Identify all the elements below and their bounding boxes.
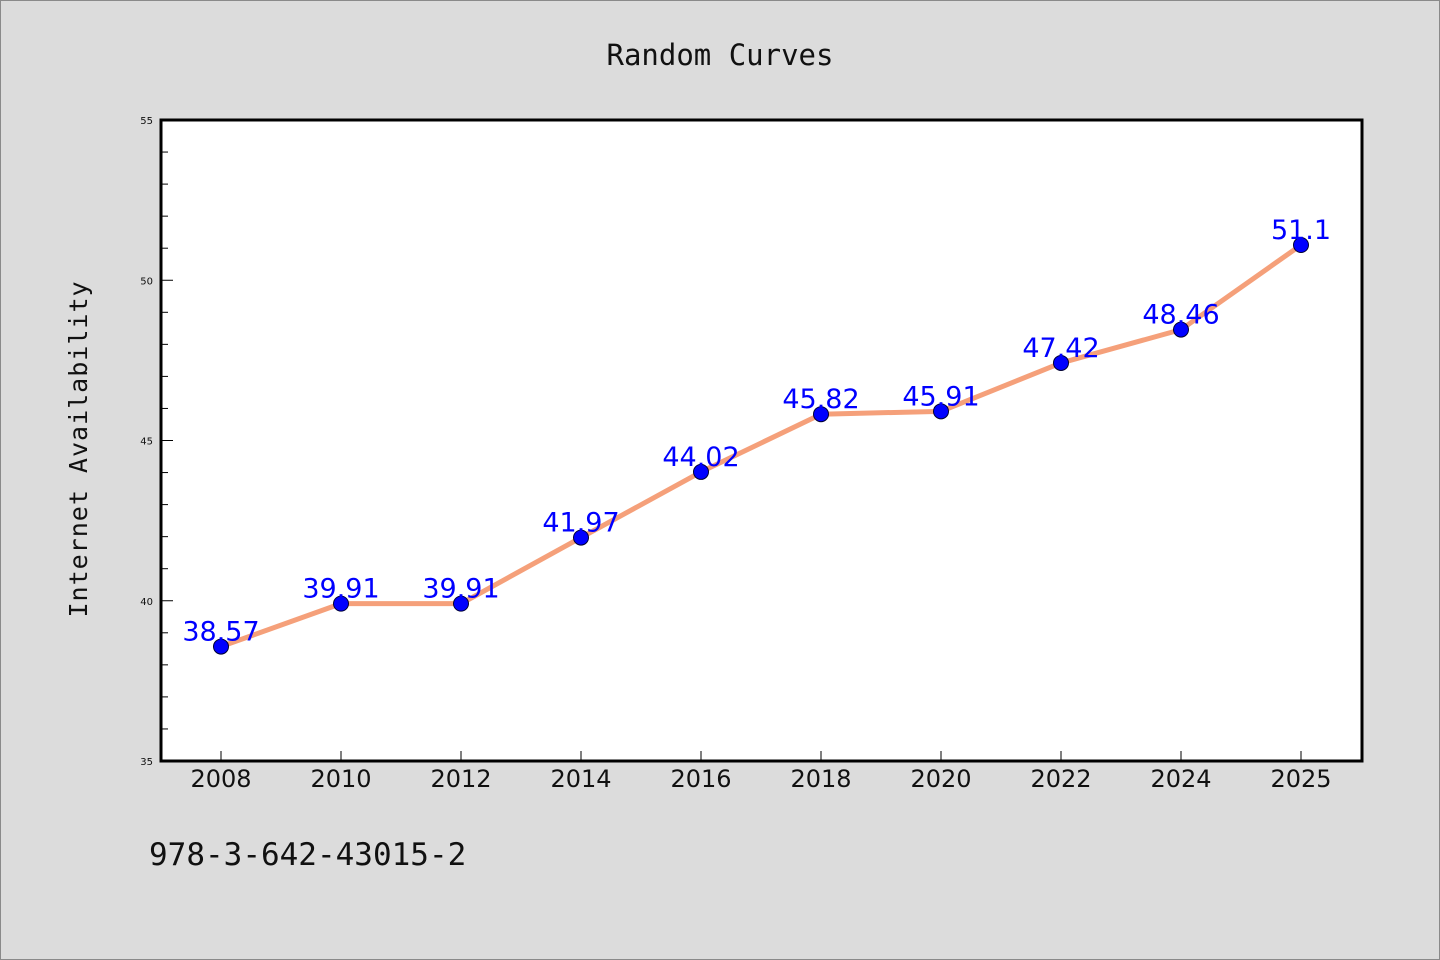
x-tick-label: 2018 (790, 765, 851, 793)
x-tick-label: 2014 (550, 765, 611, 793)
data-label: 38.57 (182, 617, 259, 648)
x-tick-label: 2022 (1030, 765, 1091, 793)
data-label: 45.82 (782, 384, 859, 415)
series-line (218, 242, 1304, 650)
x-tick-label: 2020 (910, 765, 971, 793)
data-markers (213, 236, 1309, 655)
data-point (1053, 354, 1069, 371)
y-tick-label: 55 (140, 116, 153, 127)
footnote-text: 978-3-642-43015-2 (149, 837, 466, 873)
data-point (573, 529, 589, 546)
y-tick-label: 40 (140, 597, 153, 608)
data-label: 47.42 (1022, 333, 1099, 364)
series-lines (218, 242, 1304, 650)
data-labels: 38.57 39.91 39.91 41.97 44.02 45.82 45.91 47.42… (182, 215, 1331, 648)
data-label: 41.97 (542, 508, 619, 539)
data-point (453, 595, 469, 612)
x-tick-label: 2025 (1270, 765, 1331, 793)
y-tick-label: 35 (140, 757, 153, 768)
x-tick-label: 2024 (1150, 765, 1211, 793)
x-tick-label: 2016 (670, 765, 731, 793)
data-label: 45.91 (902, 381, 979, 412)
data-label: 39.91 (302, 574, 379, 605)
x-tick-label: 2008 (190, 765, 251, 793)
y-axis-label: Internet Availability (64, 280, 93, 617)
data-label: 39.91 (422, 574, 499, 605)
data-point (333, 595, 349, 612)
chart-title: Random Curves (607, 38, 834, 72)
y-tick-label: 45 (140, 437, 153, 448)
x-axis-ticks: 2008 2010 2012 2014 2016 2018 2020 2022 2024 2025 (190, 751, 1332, 793)
data-point (213, 638, 229, 655)
data-point (693, 463, 709, 480)
data-point (1173, 321, 1189, 338)
data-point (813, 406, 829, 423)
data-label: 48.46 (1142, 300, 1219, 331)
data-point (933, 403, 949, 420)
x-tick-label: 2010 (310, 765, 371, 793)
y-tick-label: 50 (140, 276, 153, 287)
data-point (1293, 236, 1309, 253)
y-axis-ticks: 35 40 45 50 55 (140, 116, 173, 768)
data-label: 44.02 (662, 442, 739, 473)
data-label: 51.1 (1271, 215, 1331, 246)
x-tick-label: 2012 (430, 765, 491, 793)
